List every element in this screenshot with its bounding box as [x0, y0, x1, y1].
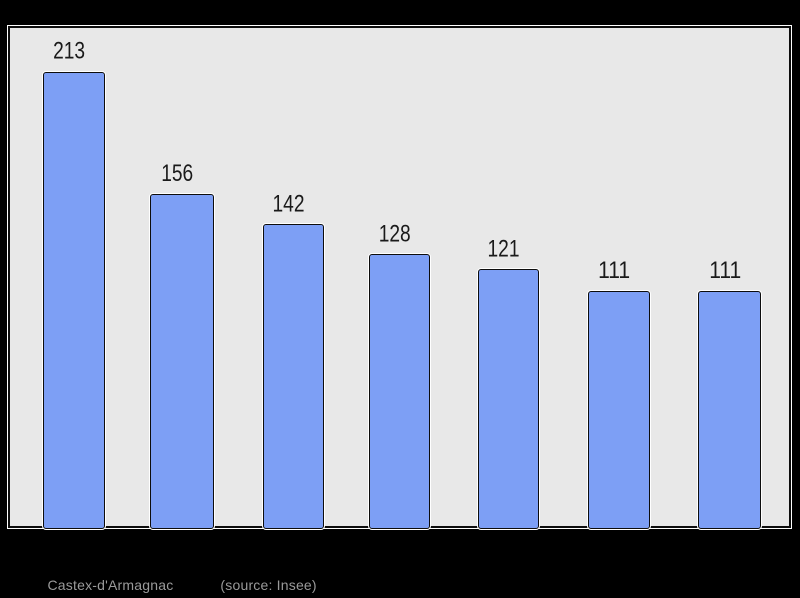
- svg-text:213: 213: [53, 38, 85, 65]
- svg-text:128: 128: [379, 220, 411, 247]
- svg-text:142: 142: [273, 190, 305, 217]
- svg-text:111: 111: [709, 257, 741, 284]
- svg-text:156: 156: [161, 160, 193, 187]
- svg-text:111: 111: [598, 257, 630, 284]
- svg-text:121: 121: [488, 236, 520, 263]
